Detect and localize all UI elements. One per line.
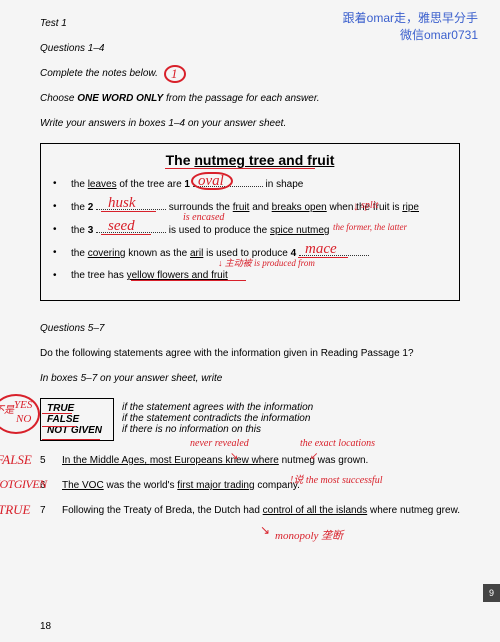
bullet-3-text: the 3 is used to produce the spice nutme… <box>71 222 329 239</box>
watermark-line1: 跟着omar走，雅思早分手 <box>343 10 478 27</box>
bullet-4-text: the covering known as the aril is used t… <box>71 245 369 262</box>
q6-num: 6 <box>40 478 52 493</box>
tfng-ng: NOT GIVEN <box>47 425 107 436</box>
page-tab: 9 <box>483 584 500 602</box>
bullet-5-text: the tree has yellow flowers and fruit <box>71 268 228 284</box>
hw-q7ans: TRUE <box>0 503 31 516</box>
bullet-dot: • <box>53 245 61 261</box>
hw-note3: the former, the latter <box>333 223 407 232</box>
hw-q6note: !说 the most successful <box>290 476 383 486</box>
bullet-4: • the covering known as the aril is used… <box>53 245 447 262</box>
bullet-dot: • <box>53 268 61 284</box>
hw-yesno-y: YES <box>14 400 32 411</box>
bullet-1: • the leaves of the tree are 1 in shape … <box>53 176 447 193</box>
watermark: 跟着omar走，雅思早分手 微信omar0731 <box>343 10 478 44</box>
questions-1-4: Questions 1–4 <box>40 43 460 54</box>
tfng-descs: if the statement agrees with the informa… <box>122 398 313 441</box>
hw-mark-1: 1 <box>171 67 178 80</box>
tfng-true: TRUE <box>47 403 107 414</box>
box-title-ul: nutmeg tree and fruit <box>194 152 334 168</box>
instr-choose-post: from the passage for each answer. <box>163 93 319 104</box>
instr-choose-bold: ONE WORD ONLY <box>77 93 163 104</box>
q6-text: The VOC was the world's first major trad… <box>62 478 300 493</box>
tfng-true-desc: if the statement agrees with the informa… <box>122 402 313 413</box>
q6-row: 6 The VOC was the world's first major tr… <box>40 478 460 493</box>
bullet-dot: • <box>53 222 61 238</box>
hw-q5ans: FALSE <box>0 453 32 466</box>
instr-write: Write your answers in boxes 1–4 on your … <box>40 118 460 129</box>
instr-choose: Choose ONE WORD ONLY from the passage fo… <box>40 93 460 104</box>
q57-instr2: In boxes 5–7 on your answer sheet, write <box>40 373 460 384</box>
hw-q7note: monopoly 垄断 <box>275 531 343 542</box>
hw-circle-1 <box>164 65 186 83</box>
q7-text: Following the Treaty of Breda, the Dutch… <box>62 503 460 518</box>
tfng-ng-desc: if there is no information on this <box>122 424 313 435</box>
bullet-2: • the 2 surrounds the fruit and breaks o… <box>53 199 447 216</box>
page-number: 18 <box>40 621 51 632</box>
q5-num: 5 <box>40 453 52 468</box>
notes-box: The nutmeg tree and fruit • the leaves o… <box>40 143 460 301</box>
instr-complete-text: Complete the notes below. <box>40 68 158 79</box>
tfng-false-desc: if the statement contradicts the informa… <box>122 413 313 424</box>
tfng-false: FALSE <box>47 414 107 425</box>
instr-choose-pre: Choose <box>40 93 77 104</box>
instr-complete: Complete the notes below. 1 <box>40 68 460 79</box>
hw-title-underline <box>165 168 315 169</box>
bullet-dot: • <box>53 176 61 192</box>
box-title-pre: The <box>166 152 195 168</box>
q5-row: 5 In the Middle Ages, most Europeans kne… <box>40 453 460 468</box>
tfng-box: TRUE FALSE NOT GIVEN <box>40 398 114 441</box>
bullet-1-text: the leaves of the tree are 1 in shape <box>71 176 303 193</box>
q5-text: In the Middle Ages, most Europeans knew … <box>62 453 368 468</box>
box-title: The nutmeg tree and fruit <box>53 152 447 168</box>
tfng-wrapper: TRUE FALSE NOT GIVEN if the statement ag… <box>40 398 460 441</box>
bullet-2-text: the 2 surrounds the fruit and breaks ope… <box>71 199 419 216</box>
bullet-3: • the 3 is used to produce the spice nut… <box>53 222 447 239</box>
bullet-dot: • <box>53 199 61 215</box>
q7-row: 7 Following the Treaty of Breda, the Dut… <box>40 503 460 518</box>
hw-yesno-circle <box>0 394 40 434</box>
questions-5-7: Questions 5–7 <box>40 323 460 334</box>
hw-q7arrow: ↘ <box>260 521 270 539</box>
q57-instr1: Do the following statements agree with t… <box>40 348 460 359</box>
hw-yesno-l: 不是 <box>0 406 14 416</box>
hw-yesno-n: NO <box>16 414 31 425</box>
q7-num: 7 <box>40 503 52 518</box>
bullet-5: • the tree has yellow flowers and fruit <box>53 268 447 284</box>
watermark-line2: 微信omar0731 <box>343 27 478 44</box>
